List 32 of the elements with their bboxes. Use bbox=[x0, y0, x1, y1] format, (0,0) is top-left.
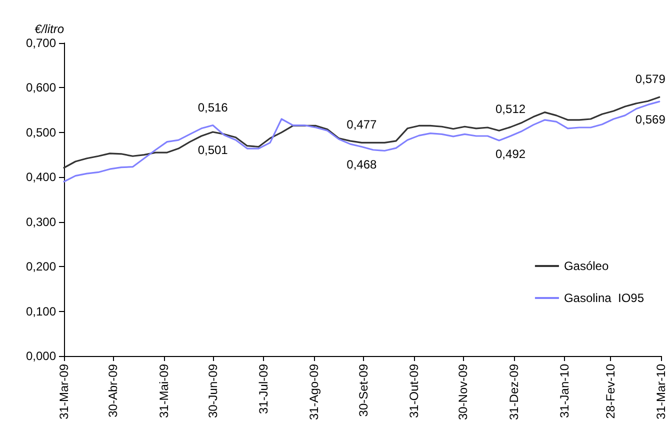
x-tick-label: 31-Out-09 bbox=[407, 364, 422, 418]
x-tick-label: 28-Fev-10 bbox=[603, 364, 618, 419]
x-tick-label: 31-Dez-09 bbox=[506, 364, 521, 420]
data-label: 0,477 bbox=[346, 118, 378, 132]
x-tick-label: 31-Ago-09 bbox=[307, 364, 322, 420]
legend-label: Gasóleo bbox=[564, 259, 609, 273]
y-tick-label: 0,000 bbox=[26, 349, 56, 363]
legend-label: Gasolina IO95 bbox=[564, 291, 644, 305]
y-axis-title: €/litro bbox=[34, 22, 64, 36]
x-tick-label: 30-Set-09 bbox=[356, 364, 370, 417]
y-tick-label: 0,300 bbox=[26, 214, 56, 229]
data-label: 0,492 bbox=[496, 147, 526, 162]
x-tick-label: 31-Mar-09 bbox=[57, 364, 71, 420]
y-tick-label: 0,600 bbox=[26, 80, 56, 95]
data-label: 0,569 bbox=[635, 112, 666, 127]
x-tick-label: 31-Jul-09 bbox=[256, 364, 271, 414]
x-tick-label: 31-Mar-10 bbox=[654, 364, 668, 420]
data-label: 0,516 bbox=[198, 100, 228, 114]
x-tick-label: 30-Abr-09 bbox=[106, 364, 120, 418]
x-tick-label: 31-Jan-10 bbox=[558, 364, 572, 418]
x-tick-label: 30-Jun-09 bbox=[206, 364, 220, 418]
y-tick-label: 0,200 bbox=[26, 260, 56, 274]
y-tick-label: 0,700 bbox=[26, 36, 56, 50]
y-tick-label: 0,500 bbox=[26, 125, 56, 140]
y-tick-label: 0,400 bbox=[26, 170, 56, 184]
x-tick-label: 30-Nov-09 bbox=[456, 364, 470, 420]
data-label: 0,468 bbox=[346, 158, 378, 172]
data-label: 0,579 bbox=[635, 72, 666, 86]
data-label: 0,501 bbox=[198, 142, 228, 157]
x-tick-label: 31-Mai-09 bbox=[156, 364, 171, 418]
y-tick-label: 0,100 bbox=[26, 304, 56, 318]
data-label: 0,512 bbox=[496, 102, 526, 116]
